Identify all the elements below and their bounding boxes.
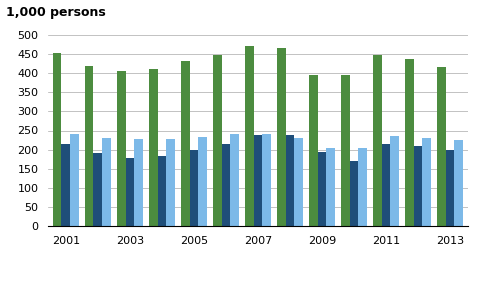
Bar <box>285 135 294 226</box>
Bar <box>198 137 207 226</box>
Bar <box>62 144 70 226</box>
Bar <box>341 75 349 226</box>
Bar <box>117 71 125 226</box>
Bar <box>349 161 358 226</box>
Bar <box>213 55 222 226</box>
Bar <box>446 151 454 226</box>
Bar <box>85 66 94 226</box>
Bar <box>158 156 166 226</box>
Legend: Employees total, Permanent work, Temporary work: Employees total, Permanent work, Tempora… <box>83 289 432 290</box>
Bar <box>358 148 367 226</box>
Bar <box>134 139 143 226</box>
Bar <box>294 138 303 226</box>
Bar <box>125 158 134 226</box>
Bar <box>277 48 285 226</box>
Bar <box>149 69 158 226</box>
Text: 1,000 persons: 1,000 persons <box>6 6 106 19</box>
Bar <box>102 138 111 226</box>
Bar <box>166 139 175 226</box>
Bar <box>382 144 390 226</box>
Bar <box>414 146 422 226</box>
Bar <box>254 135 262 226</box>
Bar <box>390 136 399 226</box>
Bar <box>454 140 463 226</box>
Bar <box>181 61 189 226</box>
Bar <box>230 134 239 226</box>
Bar <box>262 134 271 226</box>
Bar <box>222 144 230 226</box>
Bar <box>94 153 102 226</box>
Bar <box>70 134 79 226</box>
Bar <box>309 75 318 226</box>
Bar <box>326 148 335 226</box>
Bar <box>53 53 62 226</box>
Bar <box>422 138 431 226</box>
Bar <box>245 46 254 226</box>
Bar <box>405 59 414 226</box>
Bar <box>189 150 198 226</box>
Bar <box>437 67 446 226</box>
Bar <box>318 152 326 226</box>
Bar <box>373 55 382 226</box>
